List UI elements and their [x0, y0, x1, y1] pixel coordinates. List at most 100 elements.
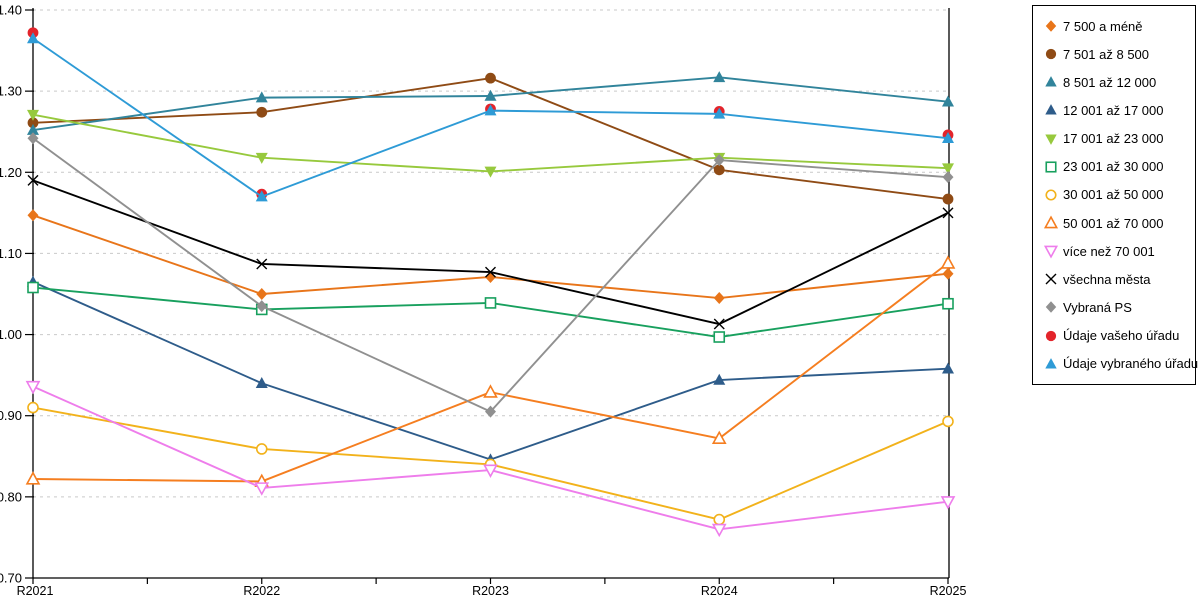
data-point-marker	[942, 193, 954, 205]
legend-label: 7 501 až 8 500	[1063, 46, 1150, 62]
legend-item: 12 001 až 17 000	[1043, 96, 1191, 124]
legend-item: Vybraná PS	[1043, 293, 1191, 321]
series-line	[32, 214, 949, 300]
legend-label: více než 70 001	[1063, 243, 1155, 259]
legend-item: více než 70 001	[1043, 237, 1191, 265]
data-point-marker	[484, 166, 497, 178]
legend-label: 23 001 až 30 000	[1063, 159, 1164, 175]
data-point-marker	[485, 266, 496, 278]
data-point-marker	[256, 300, 268, 313]
legend-label: 50 001 až 70 000	[1063, 215, 1164, 231]
triangle-up-legend-icon	[1043, 356, 1063, 372]
data-point-marker	[942, 95, 954, 107]
data-point-marker	[27, 174, 39, 186]
legend-label: 12 001 až 17 000	[1063, 102, 1164, 118]
data-point-marker	[27, 109, 39, 121]
data-point-marker	[485, 405, 496, 418]
legend-label: Údaje vybraného úřadu	[1063, 356, 1199, 372]
legend-item: 50 001 až 70 000	[1043, 209, 1191, 237]
legend-label: 8 501 až 12 000	[1063, 74, 1157, 90]
data-point-marker	[256, 106, 268, 118]
legend-label: 17 001 až 23 000	[1063, 131, 1164, 147]
data-point-marker	[942, 163, 954, 175]
legend-item: Údaje vybraného úřadu	[1043, 350, 1198, 378]
data-point-marker	[713, 373, 726, 385]
x-tick-label: R2022	[243, 584, 280, 598]
triangle-down-open-legend-icon	[1043, 243, 1063, 259]
data-point-marker	[256, 288, 268, 300]
data-point-marker	[713, 513, 726, 526]
data-point-marker	[256, 258, 268, 270]
data-point-marker	[27, 132, 39, 145]
data-point-marker	[942, 415, 954, 428]
data-point-marker	[27, 117, 39, 129]
data-point-marker	[255, 377, 268, 389]
data-point-marker	[711, 523, 727, 538]
circle-open-legend-icon	[1043, 187, 1063, 203]
y-tick-label: 1.10	[0, 246, 22, 261]
legend-label: 7 500 a méně	[1063, 18, 1143, 34]
square-open-legend-icon	[1043, 159, 1063, 175]
legend-item: 7 500 a méně	[1043, 12, 1191, 40]
circle-legend-icon	[1043, 46, 1063, 62]
data-point-marker	[942, 362, 954, 374]
legend-item: Údaje vašeho úřadu	[1043, 322, 1191, 350]
data-point-marker	[713, 292, 725, 305]
data-point-marker	[713, 318, 725, 330]
y-tick-label: 1.00	[0, 327, 22, 342]
data-point-marker	[27, 32, 39, 44]
data-point-marker	[713, 331, 726, 343]
data-point-marker	[255, 443, 268, 455]
legend-label: všechna města	[1063, 271, 1151, 287]
data-point-marker	[483, 384, 498, 398]
legend-item: všechna města	[1043, 265, 1191, 293]
data-point-marker	[27, 209, 39, 222]
data-point-marker	[942, 171, 954, 184]
y-tick-label: 1.20	[0, 165, 22, 180]
legend-item: 30 001 až 50 000	[1043, 181, 1191, 209]
legend-label: 30 001 až 50 000	[1063, 187, 1164, 203]
data-point-marker	[713, 71, 726, 83]
x-tick-label: R2024	[701, 584, 738, 598]
data-point-marker	[942, 207, 954, 219]
data-point-marker	[711, 430, 727, 445]
triangle-up-legend-icon	[1043, 102, 1063, 118]
legend-item: 8 501 až 12 000	[1043, 68, 1191, 96]
data-point-marker	[713, 164, 725, 176]
y-tick-label: 0.90	[0, 408, 22, 423]
legend-item: 7 501 až 8 500	[1043, 40, 1191, 68]
data-point-marker	[713, 154, 725, 167]
diamond-legend-icon	[1043, 299, 1063, 315]
x-tick-label: R2021	[17, 584, 54, 598]
chart-legend: 7 500 a méně 7 501 až 8 500 8 501 až 12 00…	[1032, 5, 1198, 385]
data-point-marker	[942, 132, 954, 144]
legend-item: 23 001 až 30 000	[1043, 153, 1191, 181]
series-line	[32, 286, 949, 338]
x-tick-label: R2023	[472, 584, 509, 598]
y-tick-label: 0.70	[0, 571, 22, 586]
data-point-marker	[940, 255, 956, 269]
legend-label: Vybraná PS	[1063, 299, 1132, 315]
data-point-marker	[25, 380, 41, 395]
data-point-marker	[942, 297, 954, 310]
data-point-marker	[254, 482, 270, 496]
data-point-marker	[25, 471, 41, 485]
triangle-down-legend-icon	[1043, 131, 1063, 147]
data-point-marker	[942, 267, 954, 280]
y-tick-label: 0.80	[0, 489, 22, 504]
data-point-marker	[484, 104, 497, 116]
data-point-marker	[27, 123, 39, 135]
triangle-up-open-legend-icon	[1043, 215, 1063, 231]
data-point-marker	[713, 107, 726, 119]
y-tick-label: 1.40	[0, 3, 22, 18]
circle-legend-icon	[1043, 328, 1063, 344]
data-point-marker	[485, 72, 496, 84]
data-point-marker	[484, 297, 497, 309]
x-tick-label: R2025	[930, 584, 967, 598]
data-point-marker	[27, 401, 39, 414]
y-tick-label: 1.30	[0, 84, 22, 99]
data-point-marker	[483, 464, 498, 478]
legend-item: 17 001 až 23 000	[1043, 125, 1191, 153]
